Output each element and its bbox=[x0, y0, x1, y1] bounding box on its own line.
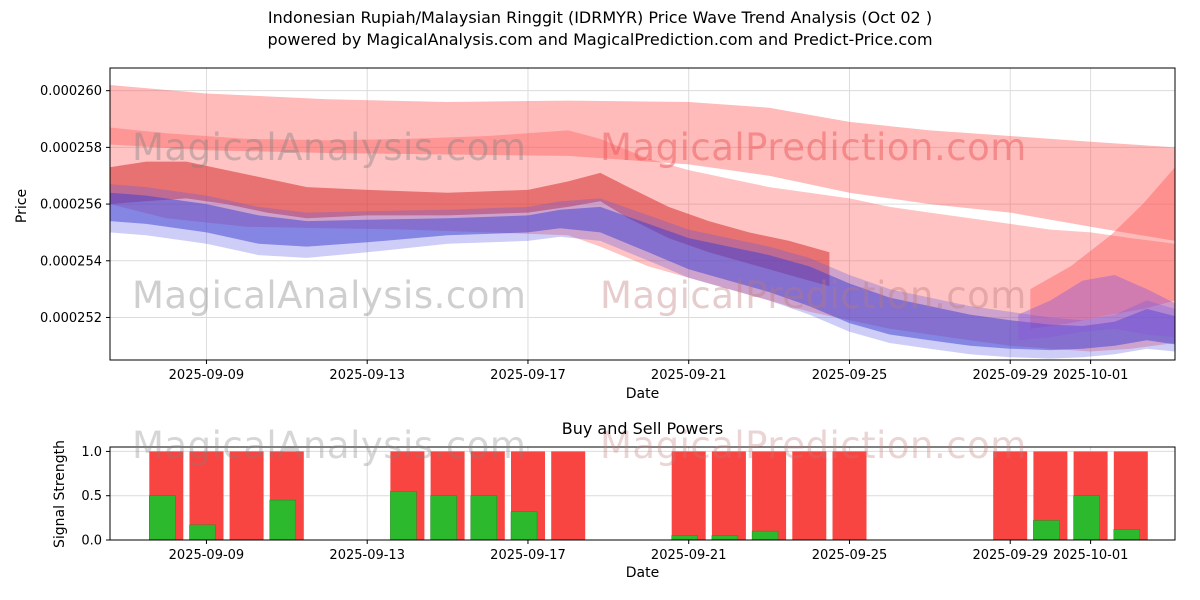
price-x-tick-label: 2025-09-21 bbox=[651, 368, 727, 383]
price-y-tick-label: 0.000252 bbox=[40, 311, 102, 326]
power-plot-frame bbox=[109, 446, 1176, 541]
power-x-tick-label: 2025-09-13 bbox=[329, 548, 405, 563]
price-band-red-core bbox=[110, 161, 830, 287]
buy-bar-2025-09-11 bbox=[269, 499, 297, 541]
price-x-tick-label: 2025-09-17 bbox=[490, 368, 566, 383]
power-x-tick-label: 2025-10-01 bbox=[1053, 548, 1129, 563]
buy-bar-2025-09-08 bbox=[149, 495, 176, 541]
sell-bar-2025-09-22 bbox=[711, 451, 746, 540]
buy-bar-2025-09-09 bbox=[189, 524, 216, 541]
buy-bar-2025-09-30 bbox=[1033, 520, 1060, 541]
buy-bar-2025-09-22 bbox=[711, 535, 739, 541]
sell-bar-2025-09-23 bbox=[752, 451, 787, 540]
price-y-tick-label: 0.000260 bbox=[40, 84, 102, 99]
price-band-blue-core bbox=[110, 192, 1175, 351]
power-x-tick-label: 2025-09-17 bbox=[490, 548, 566, 563]
buy-bar-2025-09-16 bbox=[470, 495, 498, 541]
price-x-tick-label: 2025-09-09 bbox=[169, 368, 245, 383]
power-y-tick-label: 1.0 bbox=[81, 445, 102, 460]
sell-bar-2025-09-18 bbox=[551, 451, 586, 540]
buy-bar-2025-10-02 bbox=[1113, 529, 1141, 541]
buy-bar-2025-09-23 bbox=[751, 530, 779, 541]
price-x-tick-label: 2025-09-25 bbox=[812, 368, 888, 383]
power-y-tick-label: 0.0 bbox=[81, 534, 102, 549]
sell-bar-2025-09-29 bbox=[993, 451, 1028, 540]
price-y-tick-label: 0.000258 bbox=[40, 141, 102, 156]
power-x-tick-label: 2025-09-25 bbox=[812, 548, 888, 563]
price-band-red-upper-forecast bbox=[110, 85, 1175, 241]
buy-bar-2025-09-17 bbox=[510, 511, 538, 541]
power-x-tick-label: 2025-09-09 bbox=[169, 548, 245, 563]
price-y-tick-label: 0.000256 bbox=[40, 198, 102, 213]
price-x-tick-label: 2025-09-13 bbox=[329, 368, 405, 383]
buy-bar-2025-09-14 bbox=[390, 491, 417, 541]
sell-bar-2025-09-24 bbox=[792, 451, 827, 540]
sell-bar-2025-09-21 bbox=[671, 451, 706, 540]
power-x-tick-label: 2025-09-21 bbox=[651, 548, 727, 563]
sell-bar-2025-09-25 bbox=[832, 451, 867, 540]
price-plot-frame bbox=[109, 67, 1176, 361]
buy-bar-2025-09-15 bbox=[430, 495, 457, 541]
price-x-tick-label: 2025-10-01 bbox=[1053, 368, 1129, 383]
buy-bar-2025-09-21 bbox=[671, 535, 698, 541]
buy-bar-2025-10-01 bbox=[1073, 495, 1100, 541]
sell-bar-2025-09-10 bbox=[229, 451, 264, 540]
sell-bar-2025-10-02 bbox=[1113, 451, 1148, 540]
price-band-purple-recovery-bump bbox=[1018, 275, 1175, 341]
power-x-tick-label: 2025-09-29 bbox=[972, 548, 1048, 563]
power-y-tick-label: 0.5 bbox=[81, 489, 102, 504]
price-band-red-right-wedge bbox=[1030, 167, 1175, 329]
price-x-tick-label: 2025-09-29 bbox=[972, 368, 1048, 383]
price-y-tick-label: 0.000254 bbox=[40, 254, 102, 269]
